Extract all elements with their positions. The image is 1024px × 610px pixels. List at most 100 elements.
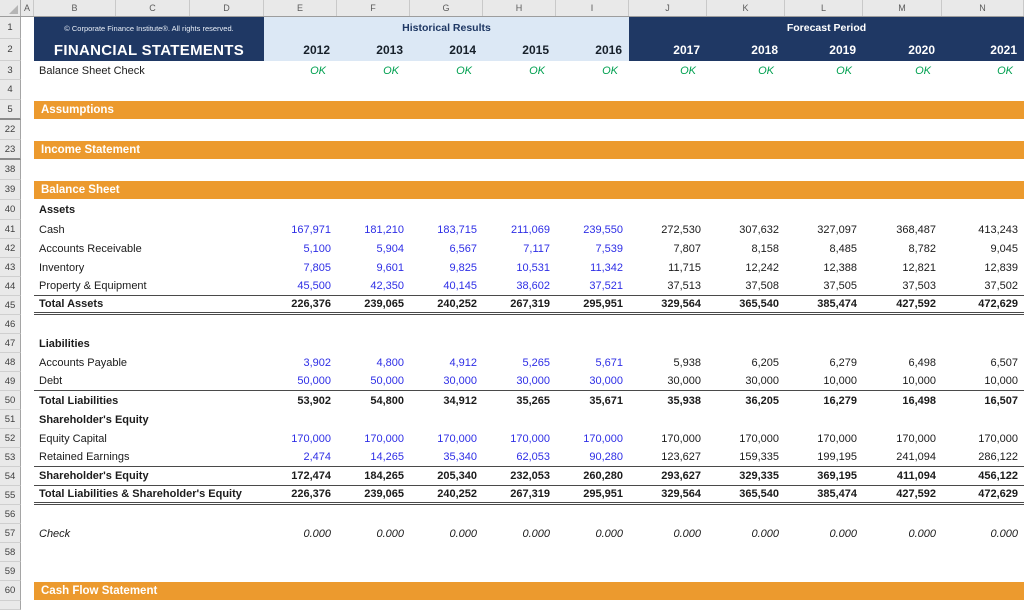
cell-M42[interactable]: 8,782 — [908, 242, 936, 255]
cell-G48[interactable]: 4,912 — [449, 356, 477, 369]
cell-E53[interactable]: 2,474 — [303, 451, 331, 463]
column-header-H[interactable]: H — [483, 0, 556, 16]
cell-I43[interactable]: 11,342 — [590, 261, 623, 274]
cell-E45[interactable]: 226,376 — [291, 298, 331, 310]
check-cell-N3[interactable]: OK — [997, 64, 1013, 77]
cell-L54[interactable]: 369,195 — [817, 470, 857, 482]
cell-J43[interactable]: 11,715 — [668, 261, 701, 274]
row-number-60[interactable]: 60 — [0, 581, 21, 601]
section-header-balance-sheet[interactable]: Balance Sheet — [34, 181, 1024, 199]
cell-J54[interactable]: 293,627 — [661, 470, 701, 482]
cell-J57[interactable]: 0.000 — [673, 527, 701, 540]
cell-M50[interactable]: 16,498 — [902, 394, 936, 407]
cell-a22[interactable] — [21, 120, 34, 140]
cell-a41[interactable] — [21, 220, 34, 239]
cell-H55[interactable]: 267,319 — [510, 488, 550, 500]
section-header-income-statement[interactable]: Income Statement — [34, 141, 1024, 159]
cell-G49[interactable]: 30,000 — [443, 375, 477, 387]
cell-L52[interactable]: 170,000 — [817, 432, 857, 445]
cell-G50[interactable]: 34,912 — [443, 394, 477, 407]
cell-a51[interactable] — [21, 410, 34, 429]
section-header-assumptions[interactable]: Assumptions — [34, 101, 1024, 119]
cell-a54[interactable] — [21, 467, 34, 486]
cell-H53[interactable]: 62,053 — [516, 451, 550, 463]
cell-H54[interactable]: 232,053 — [510, 470, 550, 482]
cell-G55[interactable]: 240,252 — [437, 488, 477, 500]
column-header-B[interactable]: B — [34, 0, 116, 16]
row-number-22[interactable]: 22 — [0, 120, 21, 140]
cell-J42[interactable]: 7,807 — [673, 242, 701, 255]
row-number-5[interactable]: 5 — [0, 100, 21, 120]
cell-K53[interactable]: 159,335 — [739, 451, 779, 463]
cell-a57[interactable] — [21, 524, 34, 543]
cell-G53[interactable]: 35,340 — [443, 451, 477, 463]
column-header-K[interactable]: K — [707, 0, 785, 16]
cell-I49[interactable]: 30,000 — [589, 375, 623, 387]
cell-a59[interactable] — [21, 562, 34, 581]
column-header-M[interactable]: M — [863, 0, 942, 16]
cell-M53[interactable]: 241,094 — [896, 451, 936, 463]
cell-G54[interactable]: 205,340 — [437, 470, 477, 482]
row-number-38[interactable]: 38 — [0, 160, 21, 180]
cell-L41[interactable]: 327,097 — [817, 223, 857, 236]
cell-N50[interactable]: 16,507 — [984, 394, 1018, 407]
cell-a58[interactable] — [21, 543, 34, 562]
row-number-43[interactable]: 43 — [0, 258, 21, 277]
select-all-corner[interactable] — [0, 0, 21, 16]
cell-M48[interactable]: 6,498 — [908, 356, 936, 369]
cell-M45[interactable]: 427,592 — [896, 298, 936, 310]
cell-G45[interactable]: 240,252 — [437, 298, 477, 310]
row-number-48[interactable]: 48 — [0, 353, 21, 372]
cell-a60[interactable] — [21, 581, 34, 601]
check-cell-H3[interactable]: OK — [529, 64, 545, 77]
row-label[interactable]: Liabilities — [39, 337, 90, 350]
cell-a53[interactable] — [21, 448, 34, 467]
cell-I48[interactable]: 5,671 — [595, 356, 623, 369]
row-number-51[interactable]: 51 — [0, 410, 21, 429]
column-header-L[interactable]: L — [785, 0, 863, 16]
cell-H43[interactable]: 10,531 — [516, 261, 550, 274]
row-label[interactable]: Total Liabilities & Shareholder's Equity — [39, 488, 242, 500]
cell-K43[interactable]: 12,242 — [745, 261, 779, 274]
section-header-cash-flow-statement[interactable]: Cash Flow Statement — [34, 582, 1024, 600]
cell-H45[interactable]: 267,319 — [510, 298, 550, 310]
column-header-E[interactable]: E — [264, 0, 337, 16]
column-header-A[interactable]: A — [21, 0, 34, 16]
cell-a56[interactable] — [21, 505, 34, 524]
row-number-41[interactable]: 41 — [0, 220, 21, 239]
column-header-N[interactable]: N — [942, 0, 1024, 16]
year-cell-2013[interactable]: 2013 — [376, 43, 403, 57]
cell-H50[interactable]: 35,265 — [516, 394, 550, 407]
cell-F50[interactable]: 54,800 — [370, 394, 404, 407]
row-number-42[interactable]: 42 — [0, 239, 21, 258]
row-label[interactable]: Shareholder's Equity — [39, 413, 149, 426]
column-header-D[interactable]: D — [190, 0, 264, 16]
cell-a3[interactable] — [21, 61, 34, 80]
check-cell-F3[interactable]: OK — [383, 64, 399, 77]
cell-a43[interactable] — [21, 258, 34, 277]
cell-L43[interactable]: 12,388 — [823, 261, 857, 274]
year-cell-2021[interactable]: 2021 — [990, 43, 1017, 57]
cell-H49[interactable]: 30,000 — [516, 375, 550, 387]
cell-N52[interactable]: 170,000 — [978, 432, 1018, 445]
cell-M41[interactable]: 368,487 — [896, 223, 936, 236]
cell-J48[interactable]: 5,938 — [673, 356, 701, 369]
row-label[interactable]: Balance Sheet Check — [39, 64, 145, 77]
cell-a42[interactable] — [21, 239, 34, 258]
row-number-filler[interactable] — [0, 601, 21, 610]
cell-E55[interactable]: 226,376 — [291, 488, 331, 500]
cell-K49[interactable]: 30,000 — [745, 375, 779, 387]
row-label[interactable]: Total Liabilities — [39, 394, 119, 407]
cell-K44[interactable]: 37,508 — [745, 280, 779, 292]
row-number-52[interactable]: 52 — [0, 429, 21, 448]
row-number-2[interactable]: 2 — [0, 39, 21, 61]
cell-H52[interactable]: 170,000 — [510, 432, 550, 445]
column-header-F[interactable]: F — [337, 0, 410, 16]
cell-a39[interactable] — [21, 180, 34, 200]
cell-I45[interactable]: 295,951 — [583, 298, 623, 310]
row-label[interactable]: Property & Equipment — [39, 280, 147, 292]
cell-G42[interactable]: 6,567 — [449, 242, 477, 255]
cell-N57[interactable]: 0.000 — [990, 527, 1018, 540]
cell-F55[interactable]: 239,065 — [364, 488, 404, 500]
cell-a46[interactable] — [21, 315, 34, 334]
